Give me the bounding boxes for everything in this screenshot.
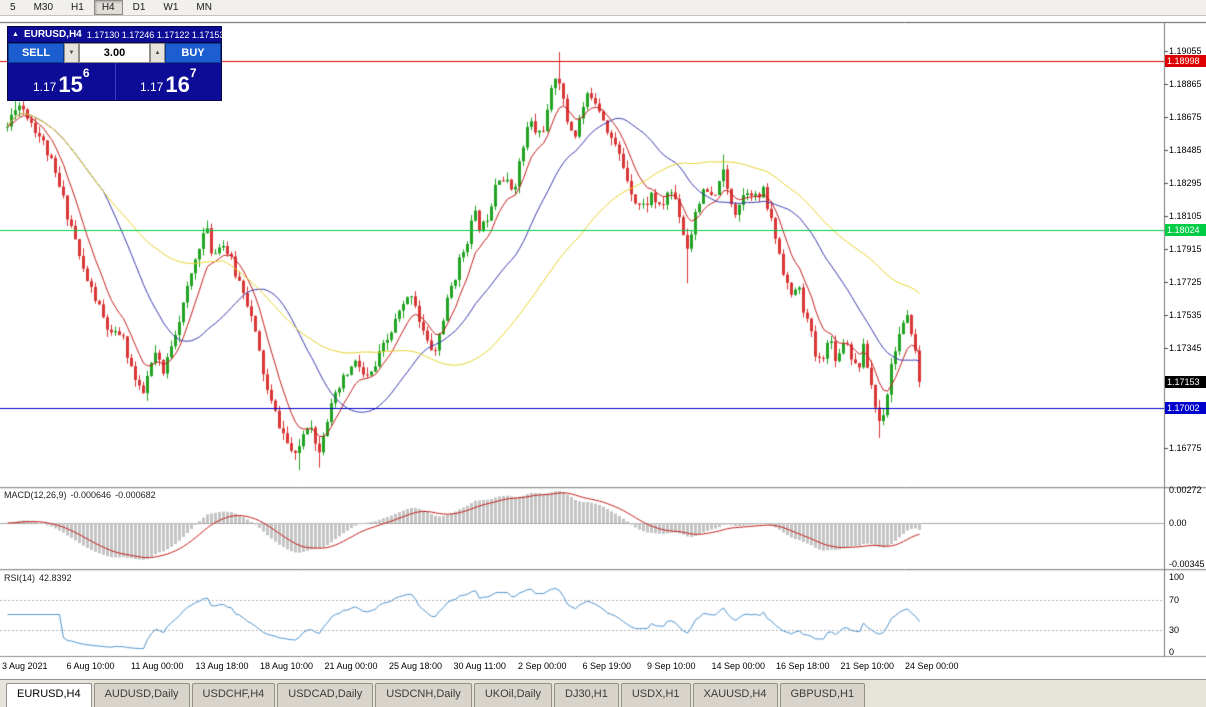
chart-tab-dj30-h1[interactable]: DJ30,H1 xyxy=(554,683,619,707)
time-label: 6 Aug 10:00 xyxy=(66,661,115,671)
buy-price-sup: 7 xyxy=(189,66,197,80)
time-label: 13 Aug 18:00 xyxy=(195,661,249,671)
time-label: 21 Aug 00:00 xyxy=(324,661,378,671)
sell-price-display[interactable]: 1.17 15 6 xyxy=(8,63,115,100)
timeframe-button-mn[interactable]: MN xyxy=(196,2,212,13)
timeframe-toolbar: 5 M30 H1 H4 D1 W1 MN xyxy=(0,0,1206,16)
buy-price-display[interactable]: 1.17 16 7 xyxy=(114,63,222,100)
time-axis[interactable]: 3 Aug 2021 6 Aug 10:00 11 Aug 00:00 13 Aug … xyxy=(0,661,1164,675)
timeframe-button-5[interactable]: 5 xyxy=(10,2,16,13)
macd-value-main: -0.000646 xyxy=(70,490,112,500)
time-label: 6 Sep 19:00 xyxy=(582,661,632,671)
collapse-triangle-icon[interactable]: ▲ xyxy=(12,31,19,38)
buy-button[interactable]: BUY xyxy=(165,43,221,63)
rsi-value: 42.8392 xyxy=(39,573,72,583)
timeframe-button-w1[interactable]: W1 xyxy=(163,2,179,13)
timeframe-button-h4[interactable]: H4 xyxy=(93,0,123,15)
one-click-controls-row: SELL ▼ 3.00 ▲ BUY xyxy=(8,43,221,63)
chart-symbol-period: EURUSD,H4 xyxy=(23,29,82,40)
one-click-trading-panel: SELL ▼ 3.00 ▲ BUY 1.17 15 6 1.17 16 7 xyxy=(7,42,222,101)
chart-title-bar: ▲ EURUSD,H4 1.17130 1.17246 1.17122 1.17… xyxy=(7,26,225,42)
volume-input[interactable]: 3.00 xyxy=(79,43,150,63)
buy-price-prefix: 1.17 xyxy=(139,80,164,94)
chart-ohlc-values: 1.17130 1.17246 1.17122 1.17153 xyxy=(86,29,225,40)
timeframe-button-m30[interactable]: M30 xyxy=(33,2,54,13)
sell-price-sup: 6 xyxy=(82,66,90,80)
chart-tab-usdchf-h4[interactable]: USDCHF,H4 xyxy=(191,683,276,707)
chart-tab-ukoil-daily[interactable]: UKOil,Daily xyxy=(473,683,553,707)
volume-increase-button[interactable]: ▲ xyxy=(150,43,165,63)
buy-price-big: 16 xyxy=(165,72,190,97)
sell-price-prefix: 1.17 xyxy=(32,80,57,94)
macd-indicator-label: MACD(12,26,9) -0.000646 -0.000682 xyxy=(4,490,160,500)
time-label: 16 Sep 18:00 xyxy=(776,661,830,671)
sell-button[interactable]: SELL xyxy=(8,43,64,63)
time-label: 14 Sep 00:00 xyxy=(711,661,766,671)
time-label: 9 Sep 10:00 xyxy=(647,661,696,671)
one-click-prices-row: 1.17 15 6 1.17 16 7 xyxy=(8,63,221,100)
time-label: 3 Aug 2021 xyxy=(2,661,48,671)
chart-tab-eurusd-h4[interactable]: EURUSD,H4 xyxy=(6,683,92,707)
chart-tab-usdx-h1[interactable]: USDX,H1 xyxy=(620,683,691,707)
time-label: 21 Sep 10:00 xyxy=(840,661,895,671)
chart-tab-xauusd-h4[interactable]: XAUUSD,H4 xyxy=(692,683,778,707)
volume-decrease-button[interactable]: ▼ xyxy=(64,43,79,63)
chart-tab-usdcad-daily[interactable]: USDCAD,Daily xyxy=(277,683,374,707)
timeframe-button-h1[interactable]: H1 xyxy=(71,2,84,13)
chart-tab-usdcnh-daily[interactable]: USDCNH,Daily xyxy=(375,683,472,707)
rsi-indicator-label: RSI(14) 42.8392 xyxy=(4,573,76,583)
timeframe-button-d1[interactable]: D1 xyxy=(132,2,146,13)
time-label: 2 Sep 00:00 xyxy=(518,661,567,671)
time-label: 25 Aug 18:00 xyxy=(389,661,443,671)
macd-value-signal: -0.000682 xyxy=(115,490,156,500)
sell-price-big: 15 xyxy=(58,72,83,97)
time-label: 18 Aug 10:00 xyxy=(260,661,314,671)
rsi-name: RSI(14) xyxy=(4,573,36,583)
macd-name: MACD(12,26,9) xyxy=(4,490,67,500)
chart-tab-gbpusd-h1[interactable]: GBPUSD,H1 xyxy=(779,683,866,707)
chart-tab-bar: EURUSD,H4 AUDUSD,Daily USDCHF,H4 USDCAD,Dai… xyxy=(0,679,1206,707)
time-label: 30 Aug 11:00 xyxy=(453,661,506,671)
chart-tab-audusd-daily[interactable]: AUDUSD,Daily xyxy=(93,683,190,707)
time-label: 24 Sep 00:00 xyxy=(905,661,959,671)
time-label: 11 Aug 00:00 xyxy=(131,661,184,671)
